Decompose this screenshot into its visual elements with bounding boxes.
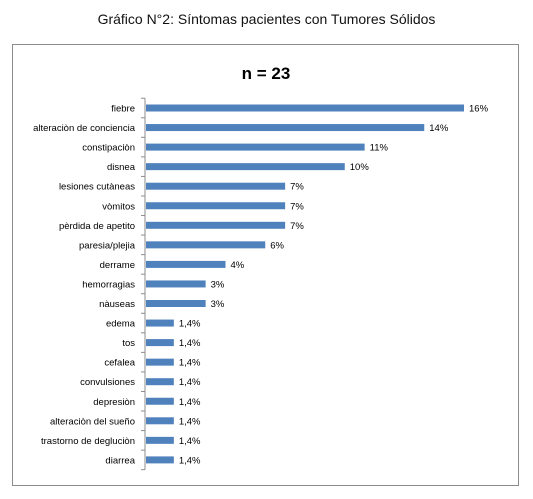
- chart-frame: [12, 44, 519, 486]
- data-label: 1,4%: [179, 416, 201, 427]
- bar: [146, 202, 286, 210]
- category-label: disnea: [107, 162, 136, 173]
- bar: [146, 104, 464, 112]
- data-label: 7%: [290, 221, 304, 232]
- category-label: alteraciòn de conciencia: [33, 123, 136, 134]
- data-label: 7%: [290, 201, 304, 212]
- data-label: 1,4%: [179, 338, 201, 349]
- data-label: 3%: [211, 279, 225, 290]
- bar: [146, 241, 266, 249]
- bar: [146, 358, 174, 366]
- bar: [146, 163, 345, 171]
- category-label: fiebre: [111, 104, 135, 115]
- data-label: 4%: [231, 260, 245, 271]
- bar: [146, 300, 206, 307]
- category-label: pèrdida de apetito: [59, 221, 135, 232]
- bar: [146, 260, 226, 268]
- category-label: constipaciòn: [82, 143, 135, 154]
- data-label: 1,4%: [179, 319, 201, 330]
- bar: [146, 124, 425, 132]
- data-label: 1,4%: [179, 455, 201, 466]
- bar: [146, 436, 174, 444]
- bar: [146, 456, 174, 464]
- category-label: depresiòn: [93, 397, 135, 408]
- bar: [146, 339, 174, 347]
- data-label: 16%: [469, 104, 489, 115]
- bar: [146, 182, 286, 190]
- category-label: paresia/plejia: [79, 240, 136, 251]
- bar: [146, 397, 174, 405]
- bar: [146, 417, 174, 425]
- bar: [146, 378, 174, 386]
- category-label: hemorragias: [82, 279, 135, 290]
- data-label: 7%: [290, 182, 304, 193]
- category-label: vòmitos: [102, 201, 135, 212]
- category-label: tos: [122, 338, 135, 349]
- category-label: convulsiones: [80, 377, 135, 388]
- data-label: 3%: [211, 299, 225, 310]
- data-label: 6%: [270, 240, 284, 251]
- chart-title: n = 23: [242, 64, 291, 83]
- data-label: 1,4%: [179, 397, 201, 408]
- bar: [146, 143, 365, 151]
- category-label: lesiones cutàneas: [59, 182, 135, 193]
- bar: [146, 280, 206, 288]
- category-label: alteraciòn del sueño: [50, 416, 135, 427]
- category-label: trastorno de degluciòn: [41, 436, 135, 447]
- category-label: edema: [106, 319, 136, 330]
- figure-caption: Gráfico N°2: Síntomas pacientes con Tumo…: [97, 11, 436, 27]
- data-label: 1,4%: [179, 377, 201, 388]
- data-label: 11%: [370, 143, 389, 154]
- data-label: 1,4%: [179, 358, 201, 369]
- category-label: cefalea: [104, 358, 135, 369]
- bar: [146, 319, 174, 327]
- data-label: 14%: [429, 123, 449, 134]
- category-label: diarrea: [105, 455, 135, 466]
- category-label: nàuseas: [99, 299, 135, 310]
- category-label: derrame: [100, 260, 135, 271]
- data-label: 1,4%: [179, 436, 201, 447]
- data-label: 10%: [350, 162, 370, 173]
- bar: [146, 221, 286, 229]
